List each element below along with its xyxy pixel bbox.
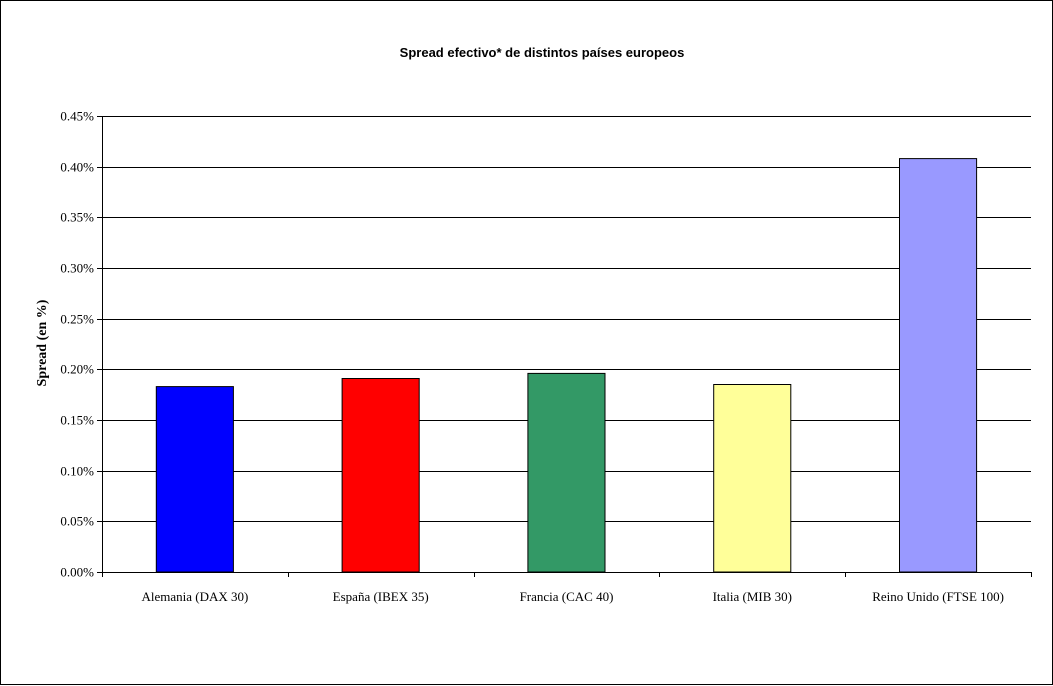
- y-tick-label: 0.00%: [60, 565, 94, 580]
- y-tick-label: 0.40%: [60, 160, 94, 175]
- bar: [527, 372, 606, 573]
- y-tick-label: 0.05%: [60, 514, 94, 529]
- bar: [155, 386, 234, 573]
- y-tick-label: 0.30%: [60, 261, 94, 276]
- x-category-label: Francia (CAC 40): [520, 589, 614, 604]
- y-tick-labels: 0.00% 0.05% 0.10% 0.15% 0.20% 0.25% 0.30% 0.35%…: [60, 109, 94, 580]
- bar: [713, 384, 792, 573]
- y-tick-label: 0.25%: [60, 312, 94, 327]
- y-tick-label: 0.15%: [60, 413, 94, 428]
- x-category-label: Alemania (DAX 30): [141, 589, 248, 604]
- bar: [341, 378, 420, 573]
- gridlines: [102, 116, 1031, 522]
- y-axis-label: Spread (en %): [35, 299, 50, 386]
- y-tick-label: 0.10%: [60, 464, 94, 479]
- y-tick-label: 0.45%: [60, 109, 94, 124]
- y-tick-label: 0.35%: [60, 210, 94, 225]
- bars: [155, 158, 978, 573]
- x-category-label: España (IBEX 35): [333, 589, 429, 604]
- chart-title: Spread efectivo* de distintos países eur…: [400, 45, 685, 60]
- axes: [97, 116, 1032, 577]
- bar: [899, 158, 978, 573]
- x-category-label: Reino Unido (FTSE 100): [872, 589, 1004, 604]
- x-category-label: Italia (MIB 30): [713, 589, 792, 604]
- y-tick-label: 0.20%: [60, 362, 94, 377]
- x-category-labels: Alemania (DAX 30) España (IBEX 35) Francia…: [141, 589, 1004, 604]
